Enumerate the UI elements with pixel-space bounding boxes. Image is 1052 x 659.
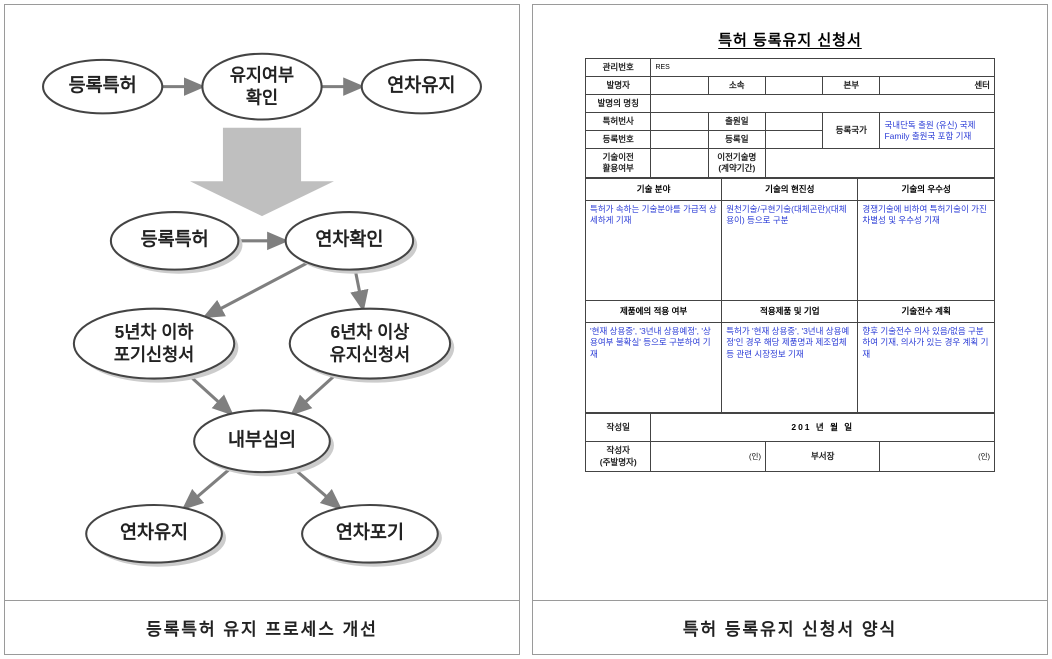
big-arrow-icon [190, 128, 334, 216]
svg-text:5년차 이하: 5년차 이하 [115, 322, 194, 342]
cell-reg-country: 등록국가 [823, 113, 880, 149]
cell-center: 센터 [880, 77, 995, 95]
cell-seal1: (인) [651, 442, 766, 471]
cell-seal2: (인) [880, 442, 995, 471]
cell-dept-head: 부서장 [765, 442, 880, 471]
svg-text:등록특허: 등록특허 [141, 229, 209, 250]
svg-text:포기신청서: 포기신청서 [114, 345, 194, 365]
flow-arrow [355, 269, 363, 308]
flow-arrow [294, 469, 340, 508]
flow-node-b7: 연차포기 [302, 505, 442, 567]
flow-arrow [184, 469, 230, 508]
cell-transfer-use: 기술이전 활용여부 [586, 149, 651, 178]
secB-h2: 적용제품 및 기업 [722, 301, 858, 323]
flow-arrow [189, 375, 232, 414]
secB-c2: 특허가 '현재 상용중', '3년내 상용예정'인 경우 해당 제품명과 제조업… [722, 323, 858, 413]
cell-reg-date: 등록일 [708, 131, 765, 149]
cell-patent-no: 특허번사 [586, 113, 651, 131]
cell-reg-country-note: 국내단독 출원 (유신) 국제Family 출원국 포함 기재 [880, 113, 995, 149]
right-panel: 특허 등록유지 신청서 관리번호 RES 발명자 소속 본부 센터 [532, 4, 1048, 655]
secA-c2: 원천기술/구현기술(대체곤란)(대체용이) 등으로 구분 [722, 201, 858, 301]
secA-h2: 기술의 현진성 [722, 179, 858, 201]
secB-h1: 제품에의 적용 여부 [586, 301, 722, 323]
cell-affiliation: 소속 [708, 77, 765, 95]
flow-arrow [205, 263, 308, 317]
left-caption: 등록특허 유지 프로세스 개선 [5, 600, 519, 654]
flow-node-b4: 6년차 이상유지신청서 [290, 309, 454, 383]
flow-node-top1: 등록특허 [43, 60, 162, 113]
cell-hq: 본부 [823, 77, 880, 95]
flow-arrow [292, 375, 335, 414]
flow-node-b5: 내부심의 [194, 410, 334, 476]
svg-text:연차포기: 연차포기 [336, 522, 404, 543]
cell-date-label: 작성일 [586, 414, 651, 442]
form-container: 특허 등록유지 신청서 관리번호 RES 발명자 소속 본부 센터 [533, 5, 1047, 600]
big-transition-arrow [190, 128, 334, 216]
cell-mgmt-no-value: RES [651, 59, 995, 77]
left-panel: 등록특허유지여부확인연차유지등록특허연차확인5년차 이하포기신청서6년차 이상유… [4, 4, 520, 655]
svg-text:내부심의: 내부심의 [228, 429, 296, 450]
flowchart-container: 등록특허유지여부확인연차유지등록특허연차확인5년차 이하포기신청서6년차 이상유… [5, 5, 519, 600]
form-signature: 작성일 201 년 월 일 작성자 (주발명자) (인) 부서장 (인) [585, 413, 995, 471]
cell-transfer-name: 이전기술명 (계약기간) [708, 149, 765, 178]
secB-c1: '현재 상용중', '3년내 상용예정', '상용여부 불확실' 등으로 구분하… [586, 323, 722, 413]
cell-invention-name: 발명의 명칭 [586, 95, 651, 113]
secA-c1: 특허가 속하는 기술분야를 가급적 상세하게 기재 [586, 201, 722, 301]
cell-reg-no: 등록번호 [586, 131, 651, 149]
svg-text:확인: 확인 [246, 88, 278, 108]
cell-inventor-label: 발명자 [586, 77, 651, 95]
form-top-table: 관리번호 RES 발명자 소속 본부 센터 발명의 명칭 특허번사 [585, 58, 995, 178]
secB-h3: 기술전수 계획 [858, 301, 995, 323]
svg-text:유지신청서: 유지신청서 [330, 345, 410, 365]
flow-node-b3: 5년차 이하포기신청서 [74, 309, 238, 383]
svg-text:유지여부: 유지여부 [230, 65, 294, 85]
cell-date-text: 201 년 월 일 [651, 414, 995, 442]
form-section-a: 기술 분야 기술의 현진성 기술의 우수성 특허가 속하는 기술분야를 가급적 … [585, 178, 995, 413]
right-caption: 특허 등록유지 신청서 양식 [533, 600, 1047, 654]
svg-text:등록특허: 등록특허 [69, 75, 137, 96]
cell-signer-label: 작성자 (주발명자) [586, 442, 651, 471]
secB-c3: 향후 기술전수 의사 있음/없음 구분하여 기재, 의사가 있는 경우 계획 기… [858, 323, 995, 413]
svg-text:6년차 이상: 6년차 이상 [331, 322, 410, 342]
flow-node-b1: 등록특허 [111, 212, 243, 274]
secA-h3: 기술의 우수성 [858, 179, 995, 201]
svg-text:연차확인: 연차확인 [315, 229, 383, 250]
cell-mgmt-no-label: 관리번호 [586, 59, 651, 77]
flow-node-b6: 연차유지 [86, 505, 226, 567]
svg-text:연차유지: 연차유지 [120, 522, 188, 543]
flow-node-top3: 연차유지 [362, 60, 481, 113]
svg-text:연차유지: 연차유지 [387, 75, 455, 96]
secA-h1: 기술 분야 [586, 179, 722, 201]
form-title: 특허 등록유지 신청서 [585, 29, 995, 50]
cell-appdate: 출원일 [708, 113, 765, 131]
flowchart-svg: 등록특허유지여부확인연차유지등록특허연차확인5년차 이하포기신청서6년차 이상유… [5, 5, 519, 600]
flow-node-top2: 유지여부확인 [202, 54, 321, 120]
secA-c3: 경쟁기술에 비하여 특허기술이 가진 차별성 및 우수성 기재 [858, 201, 995, 301]
